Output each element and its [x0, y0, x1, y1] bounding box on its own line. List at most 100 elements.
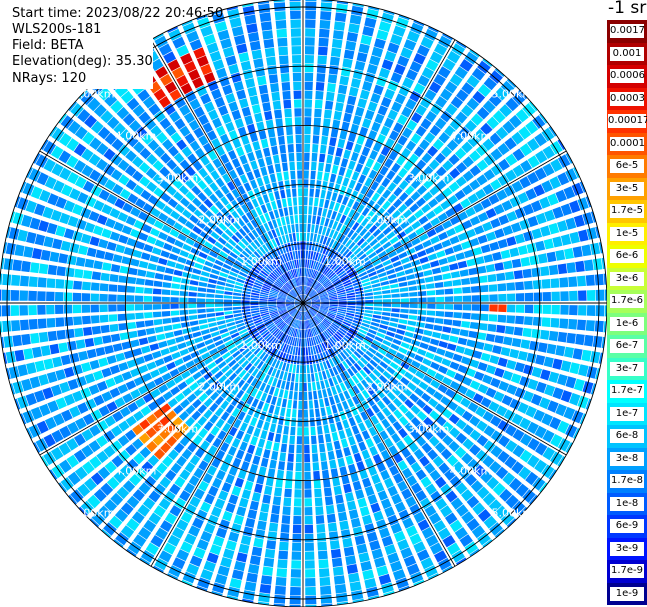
range-gate-cell [303, 356, 306, 365]
range-gate-cell [346, 332, 355, 339]
range-gate-cell [333, 183, 341, 193]
range-gate-cell [253, 239, 261, 248]
range-gate-cell [162, 138, 174, 151]
range-gate-cell [300, 285, 302, 295]
range-gate-cell [396, 382, 406, 391]
range-gate-cell [421, 152, 433, 164]
range-gate-cell [234, 34, 246, 46]
range-gate-cell [255, 262, 264, 270]
range-gate-cell [335, 449, 343, 459]
range-gate-cell [104, 179, 116, 191]
range-gate-cell [333, 202, 341, 212]
range-gate-cell [248, 365, 256, 374]
range-gate-cell [332, 366, 339, 376]
range-gate-cell [214, 189, 224, 199]
range-gate-cell [409, 393, 420, 403]
range-gate-cell [331, 322, 340, 329]
range-gate-cell [293, 278, 298, 287]
range-gate-cell [236, 322, 245, 328]
range-gate-cell [150, 535, 164, 548]
range-gate-cell [255, 227, 263, 236]
range-gate-cell [534, 425, 547, 439]
range-gate-cell [273, 329, 281, 337]
range-gate-cell [196, 539, 209, 551]
range-gate-cell [331, 277, 340, 284]
range-gate-cell [234, 560, 246, 572]
range-gate-cell [380, 96, 392, 108]
range-gate-cell [220, 38, 232, 49]
range-gate-cell [296, 338, 299, 347]
range-gate-cell [469, 548, 480, 557]
range-gate-cell [398, 14, 410, 21]
range-gate-cell [464, 541, 479, 555]
range-gate-cell [342, 400, 349, 410]
range-gate-cell [418, 364, 429, 373]
range-gate-cell [394, 501, 406, 513]
range-gate-cell [352, 3, 364, 8]
range-gate-cell [202, 333, 212, 341]
range-gate-cell [288, 307, 296, 313]
range-gate-cell [304, 286, 307, 295]
range-gate-cell [252, 287, 261, 292]
range-gate-cell [311, 304, 320, 307]
range-gate-cell [120, 502, 134, 516]
range-gate-cell [97, 126, 111, 140]
range-gate-cell [150, 227, 160, 237]
range-gate-cell [365, 438, 375, 448]
range-gate-cell [416, 549, 430, 562]
range-gate-cell [211, 352, 221, 360]
range-gate-cell [362, 244, 372, 253]
range-gate-cell [429, 124, 441, 137]
range-gate-cell [43, 236, 54, 248]
range-gate-cell [297, 320, 301, 329]
range-gate-cell [287, 242, 292, 252]
range-gate-cell [247, 325, 256, 331]
range-gate-cell [314, 354, 319, 364]
range-gate-cell [278, 416, 284, 425]
range-gate-cell [321, 332, 327, 341]
range-gate-cell [511, 180, 524, 193]
range-gate-cell [312, 327, 317, 336]
range-gate-cell [303, 303, 309, 310]
range-gate-cell [49, 343, 60, 355]
range-gate-cell [442, 58, 456, 71]
range-gate-cell [192, 434, 203, 446]
range-gate-cell [166, 185, 177, 196]
range-gate-cell [434, 282, 444, 288]
range-gate-cell [317, 334, 323, 343]
range-gate-cell [220, 267, 230, 274]
range-gate-cell [267, 220, 274, 230]
range-gate-cell [590, 242, 601, 255]
range-gate-cell [234, 118, 244, 129]
colorbar-swatch: 1e-5 [607, 222, 647, 245]
range-gate-cell [304, 143, 311, 153]
range-gate-cell [285, 300, 295, 302]
range-gate-cell [398, 585, 410, 592]
range-gate-cell [196, 376, 206, 386]
range-gate-cell [274, 11, 286, 21]
range-gate-cell [324, 330, 331, 339]
range-gate-cell [222, 246, 231, 255]
range-gate-cell [444, 469, 456, 481]
range-gate-cell [361, 166, 371, 176]
range-gate-cell [206, 42, 219, 54]
colorbar-swatch: 0.001 [607, 42, 647, 65]
range-gate-cell [415, 125, 427, 137]
range-gate-cell [160, 73, 173, 86]
range-gate-cell [50, 209, 62, 222]
range-gate-cell [203, 72, 216, 84]
range-gate-cell [230, 267, 240, 274]
range-gate-cell [330, 249, 337, 259]
range-gate-cell [297, 311, 301, 320]
range-gate-cell [366, 396, 375, 407]
range-gate-cell [469, 237, 480, 247]
range-gate-cell [282, 506, 291, 516]
range-gate-cell [211, 590, 223, 596]
range-gate-cell [115, 244, 126, 254]
range-gate-cell [428, 398, 439, 408]
range-gate-cell [319, 343, 324, 352]
range-gate-cell [67, 421, 79, 435]
range-gate-cell [185, 90, 197, 103]
range-gate-cell [311, 303, 321, 305]
range-gate-cell [203, 198, 214, 209]
